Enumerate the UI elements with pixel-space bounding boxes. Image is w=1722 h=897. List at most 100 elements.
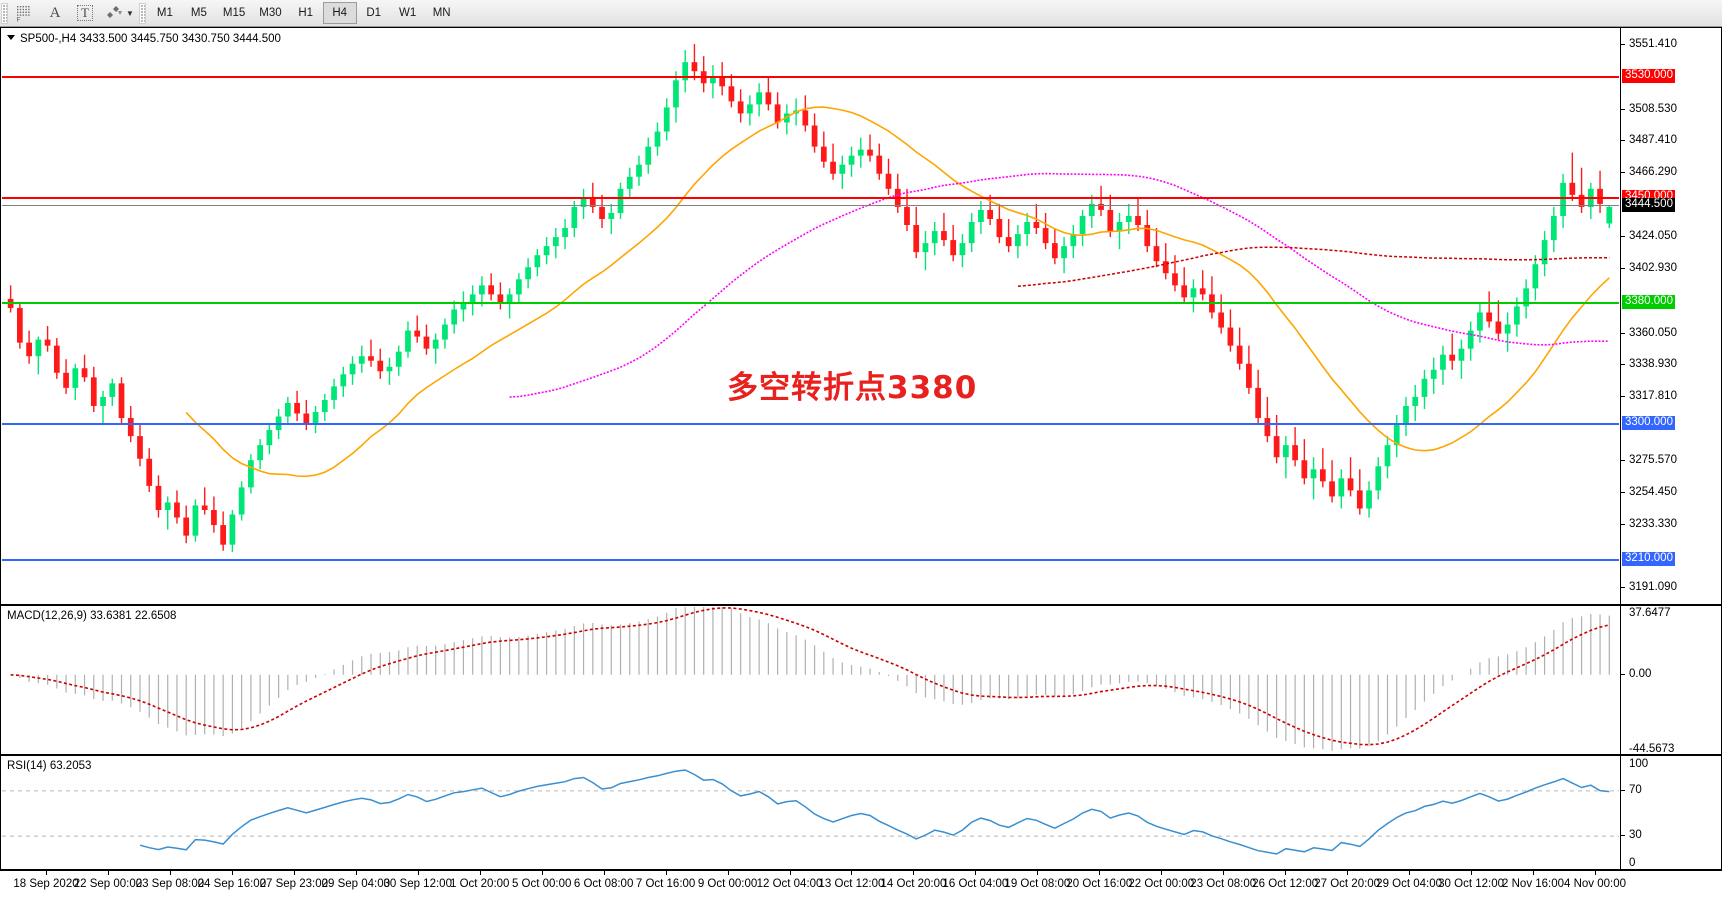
time-axis-tick <box>169 871 171 875</box>
price-level-line-3444-500[interactable] <box>2 205 1619 207</box>
price-level-tag-3444-500[interactable]: 3444.500 <box>1622 198 1675 213</box>
toolbar-grip-2[interactable] <box>138 2 146 24</box>
price-axis-label: 3508.530 <box>1629 102 1677 115</box>
time-axis-tick <box>1037 871 1039 875</box>
timeframe-button-d1[interactable]: D1 <box>366 7 382 19</box>
time-axis-tick <box>1471 871 1473 875</box>
price-level-line-3210-000[interactable] <box>2 558 1619 561</box>
time-axis-tick <box>789 871 791 875</box>
time-axis-label: 13 Oct 12:00 <box>818 878 885 890</box>
macd-indicator-label: MACD(12,26,9) 33.6381 22.6508 <box>7 610 177 622</box>
time-axis-label: 22 Sep 00:00 <box>73 878 143 890</box>
time-axis-tick <box>1161 871 1163 875</box>
macd-pane[interactable]: 37.6477 0.00 -44.5673 MACD(12,26,9) 33.638… <box>0 605 1722 755</box>
price-level-line-3530-000[interactable] <box>2 76 1619 79</box>
time-axis-tick <box>231 871 233 875</box>
time-axis-label: 1 Oct 20:00 <box>449 878 510 890</box>
timeframe-button-w1[interactable]: W1 <box>399 7 417 19</box>
time-axis-label: 27 Oct 20:00 <box>1314 878 1381 890</box>
rsi-axis-tick <box>1621 789 1625 791</box>
price-level-line-3380-000[interactable] <box>2 302 1619 305</box>
text-box-icon[interactable]: T <box>70 2 100 25</box>
price-axis-tick <box>1621 108 1625 110</box>
time-axis-tick <box>293 871 295 875</box>
rsi-axis[interactable]: 100 70 30 0 <box>1620 756 1721 869</box>
time-axis-label: 27 Sep 23:00 <box>259 878 329 890</box>
chart-area[interactable]: 3551.410 3508.530 3487.410 3466.290 3424.050… <box>0 27 1722 897</box>
collapse-arrow-icon[interactable] <box>7 35 15 40</box>
price-axis[interactable]: 3551.410 3508.530 3487.410 3466.290 3424.050… <box>1620 28 1721 604</box>
price-level-tag-3530-000[interactable]: 3530.000 <box>1622 69 1675 84</box>
timeframe-button-m30[interactable]: M30 <box>259 7 282 19</box>
rsi-axis-label: 30 <box>1629 829 1642 842</box>
rsi-axis-label: 100 <box>1629 758 1649 770</box>
rsi-pane[interactable]: 100 70 30 0 RSI(14) 63.2053 <box>0 755 1722 870</box>
price-axis-label: 3191.090 <box>1629 581 1677 594</box>
rsi-axis-label: 0 <box>1629 857 1636 869</box>
toolbar-grip-1[interactable] <box>1 2 8 24</box>
time-axis-tick <box>1223 871 1225 875</box>
rsi-axis-label: 70 <box>1629 783 1642 796</box>
time-axis-label: 16 Oct 04:00 <box>942 878 1009 890</box>
timeframe-button-m15[interactable]: M15 <box>222 7 246 19</box>
price-axis-label: 3338.930 <box>1629 358 1677 371</box>
price-axis-label: 3466.290 <box>1629 166 1677 179</box>
shapes-dropdown-icon[interactable]: ▼ <box>126 8 134 18</box>
time-axis-label: 14 Oct 20:00 <box>880 878 947 890</box>
rsi-axis-tick <box>1621 835 1625 837</box>
macd-axis-label: 0.00 <box>1629 667 1652 680</box>
price-level-tag-3300-000[interactable]: 3300.000 <box>1622 416 1675 431</box>
time-axis-tick <box>1347 871 1349 875</box>
price-level-tag-3210-000[interactable]: 3210.000 <box>1622 551 1675 566</box>
time-axis-label: 4 Nov 00:00 <box>1563 878 1627 890</box>
timeframe-button-m1[interactable]: M1 <box>156 7 173 19</box>
timeframe-button-h4[interactable]: H4 <box>322 2 357 24</box>
time-axis-tick <box>355 871 357 875</box>
macd-plot[interactable] <box>2 607 1619 753</box>
price-axis-label: 3487.410 <box>1629 134 1677 147</box>
rsi-indicator-label: RSI(14) 63.2053 <box>7 760 92 772</box>
macd-axis-tick <box>1621 673 1625 675</box>
time-axis-label: 26 Oct 12:00 <box>1252 878 1319 890</box>
time-axis-label: 20 Oct 16:00 <box>1066 878 1133 890</box>
time-axis-tick <box>1595 871 1596 875</box>
time-axis-tick <box>603 871 605 875</box>
price-level-tag-3380-000[interactable]: 3380.000 <box>1622 295 1675 310</box>
time-axis-tick <box>417 871 419 875</box>
time-axis-label: 7 Oct 16:00 <box>635 878 696 890</box>
svg-text:F: F <box>17 16 21 22</box>
time-axis-tick <box>1409 871 1411 875</box>
price-axis-tick <box>1621 236 1625 237</box>
text-label-icon[interactable]: A <box>49 4 61 21</box>
price-axis-tick <box>1621 332 1625 334</box>
price-plot[interactable] <box>2 29 1619 603</box>
time-axis[interactable]: 18 Sep 2020 22 Sep 00:00 23 Sep 08:00 24 Se… <box>0 870 1722 897</box>
rsi-plot[interactable] <box>2 757 1619 868</box>
price-axis-label: 3360.050 <box>1629 326 1677 339</box>
time-axis-tick <box>665 871 667 875</box>
timeframe-bar: M1 M5 M15 M30 H1 H4 D1 W1 MN <box>148 2 459 24</box>
price-pane[interactable]: 3551.410 3508.530 3487.410 3466.290 3424.050… <box>0 27 1722 605</box>
price-axis-tick <box>1621 364 1625 366</box>
price-axis-tick <box>1621 172 1625 174</box>
price-axis-tick <box>1621 491 1625 493</box>
chart-annotation-text: 多空转折点3380 <box>727 370 978 406</box>
timeframe-button-mn[interactable]: MN <box>432 7 451 19</box>
time-axis-label: 29 Sep 04:00 <box>321 878 391 890</box>
time-axis-tick <box>479 871 481 875</box>
price-axis-label: 3551.410 <box>1629 37 1677 50</box>
rsi-series <box>2 769 1619 855</box>
price-level-line-3300-000[interactable] <box>2 423 1619 426</box>
time-axis-label: 9 Oct 00:00 <box>697 878 758 890</box>
time-axis-label: 22 Oct 00:00 <box>1128 878 1195 890</box>
shapes-icon[interactable] <box>100 2 130 25</box>
time-axis-tick <box>46 871 47 875</box>
main-toolbar: F A T ▼ M1 M5 M15 M30 H1 H4 D1 W1 MN <box>0 0 1722 27</box>
macd-axis[interactable]: 37.6477 0.00 -44.5673 <box>1620 606 1721 755</box>
timeframe-button-m5[interactable]: M5 <box>190 7 207 19</box>
time-axis-tick <box>1099 871 1101 875</box>
timeframe-button-h1[interactable]: H1 <box>298 7 314 19</box>
price-level-line-3450-000[interactable] <box>2 196 1619 199</box>
crosshair-icon[interactable]: F <box>10 2 40 25</box>
time-axis-label: 23 Oct 08:00 <box>1190 878 1257 890</box>
